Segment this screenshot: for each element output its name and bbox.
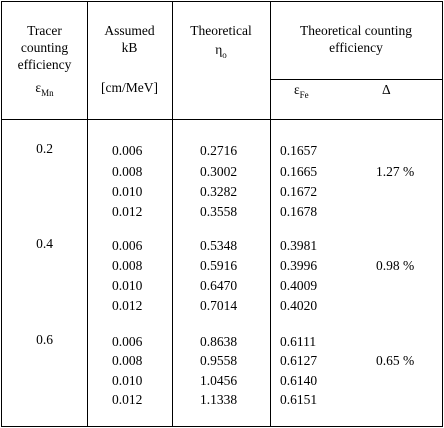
eps-cell: 0.3981 bbox=[280, 238, 318, 253]
o-subscript: o bbox=[222, 50, 227, 60]
delta-value: 1.27 % bbox=[376, 164, 415, 179]
delta-value: 0.65 % bbox=[376, 353, 415, 368]
eta-cell: 0.9558 bbox=[200, 353, 238, 368]
eta-cell: 0.3282 bbox=[200, 184, 238, 199]
header-kb-unit: [cm/MeV] bbox=[101, 80, 158, 95]
header-tracer-line1: Tracer bbox=[27, 23, 62, 38]
eps-cell: 0.1657 bbox=[280, 143, 318, 158]
tracer-value: 0.6 bbox=[36, 332, 53, 347]
eta-cell: 0.3002 bbox=[200, 164, 238, 179]
header-tracer-line2: counting bbox=[20, 40, 69, 55]
eta-cell: 1.1338 bbox=[200, 392, 238, 407]
kb-cell: 0.012 bbox=[112, 204, 143, 219]
header-theoretical: Theoretical bbox=[190, 23, 252, 38]
column-divider bbox=[87, 2, 88, 426]
header-epsilon-fe: εFe bbox=[294, 82, 309, 100]
kb-cell: 0.006 bbox=[112, 334, 143, 349]
kb-cell: 0.012 bbox=[112, 392, 143, 407]
eta-cell: 0.3558 bbox=[200, 204, 238, 219]
kb-cell: 0.010 bbox=[112, 184, 143, 199]
eps-cell: 0.3996 bbox=[280, 258, 318, 273]
eta-cell: 0.5916 bbox=[200, 258, 238, 273]
eta-symbol: η bbox=[215, 42, 223, 57]
epsilon-symbol: ε bbox=[35, 80, 42, 95]
eta-cell: 0.7014 bbox=[200, 298, 238, 313]
eta-cell: 0.2716 bbox=[200, 143, 238, 158]
header-eta: ηo bbox=[172, 42, 270, 60]
kb-cell: 0.012 bbox=[112, 298, 143, 313]
delta-value: 0.98 % bbox=[376, 258, 415, 273]
header-counting-line2: efficiency bbox=[329, 40, 383, 55]
fe-subscript: Fe bbox=[299, 90, 309, 100]
kb-cell: 0.008 bbox=[112, 258, 143, 273]
eps-cell: 0.6151 bbox=[280, 392, 318, 407]
eps-cell: 0.6140 bbox=[280, 373, 318, 388]
eta-cell: 0.6470 bbox=[200, 278, 238, 293]
eps-cell: 0.1665 bbox=[280, 164, 318, 179]
tracer-value: 0.4 bbox=[36, 236, 53, 251]
eta-cell: 1.0456 bbox=[200, 373, 238, 388]
header-counting-line1: Theoretical counting bbox=[299, 23, 413, 38]
eta-cell: 0.5348 bbox=[200, 238, 238, 253]
header-divider bbox=[2, 119, 442, 120]
epsilon-symbol: ε bbox=[294, 82, 300, 97]
column-divider bbox=[270, 2, 271, 426]
eps-cell: 0.1672 bbox=[280, 184, 318, 199]
header-assumed-line2: kB bbox=[121, 40, 138, 55]
eps-cell: 0.4009 bbox=[280, 278, 318, 293]
tracer-value: 0.2 bbox=[36, 141, 53, 156]
mn-subscript: Mn bbox=[41, 88, 54, 98]
header-assumed-line1: Assumed bbox=[104, 23, 155, 38]
header-delta: Δ bbox=[382, 82, 391, 97]
header-epsilon-mn: εMn bbox=[2, 80, 87, 98]
kb-cell: 0.006 bbox=[112, 143, 143, 158]
kb-cell: 0.010 bbox=[112, 373, 143, 388]
subheader-divider bbox=[270, 79, 442, 80]
eps-cell: 0.6111 bbox=[280, 334, 317, 349]
kb-cell: 0.008 bbox=[112, 353, 143, 368]
kb-cell: 0.006 bbox=[112, 238, 143, 253]
kb-cell: 0.008 bbox=[112, 164, 143, 179]
eps-cell: 0.1678 bbox=[280, 204, 318, 219]
eps-cell: 0.6127 bbox=[280, 353, 318, 368]
header-tracer-line3: efficiency bbox=[17, 57, 72, 72]
column-divider bbox=[172, 2, 173, 426]
eps-cell: 0.4020 bbox=[280, 298, 318, 313]
eta-cell: 0.8638 bbox=[200, 334, 238, 349]
kb-cell: 0.010 bbox=[112, 278, 143, 293]
